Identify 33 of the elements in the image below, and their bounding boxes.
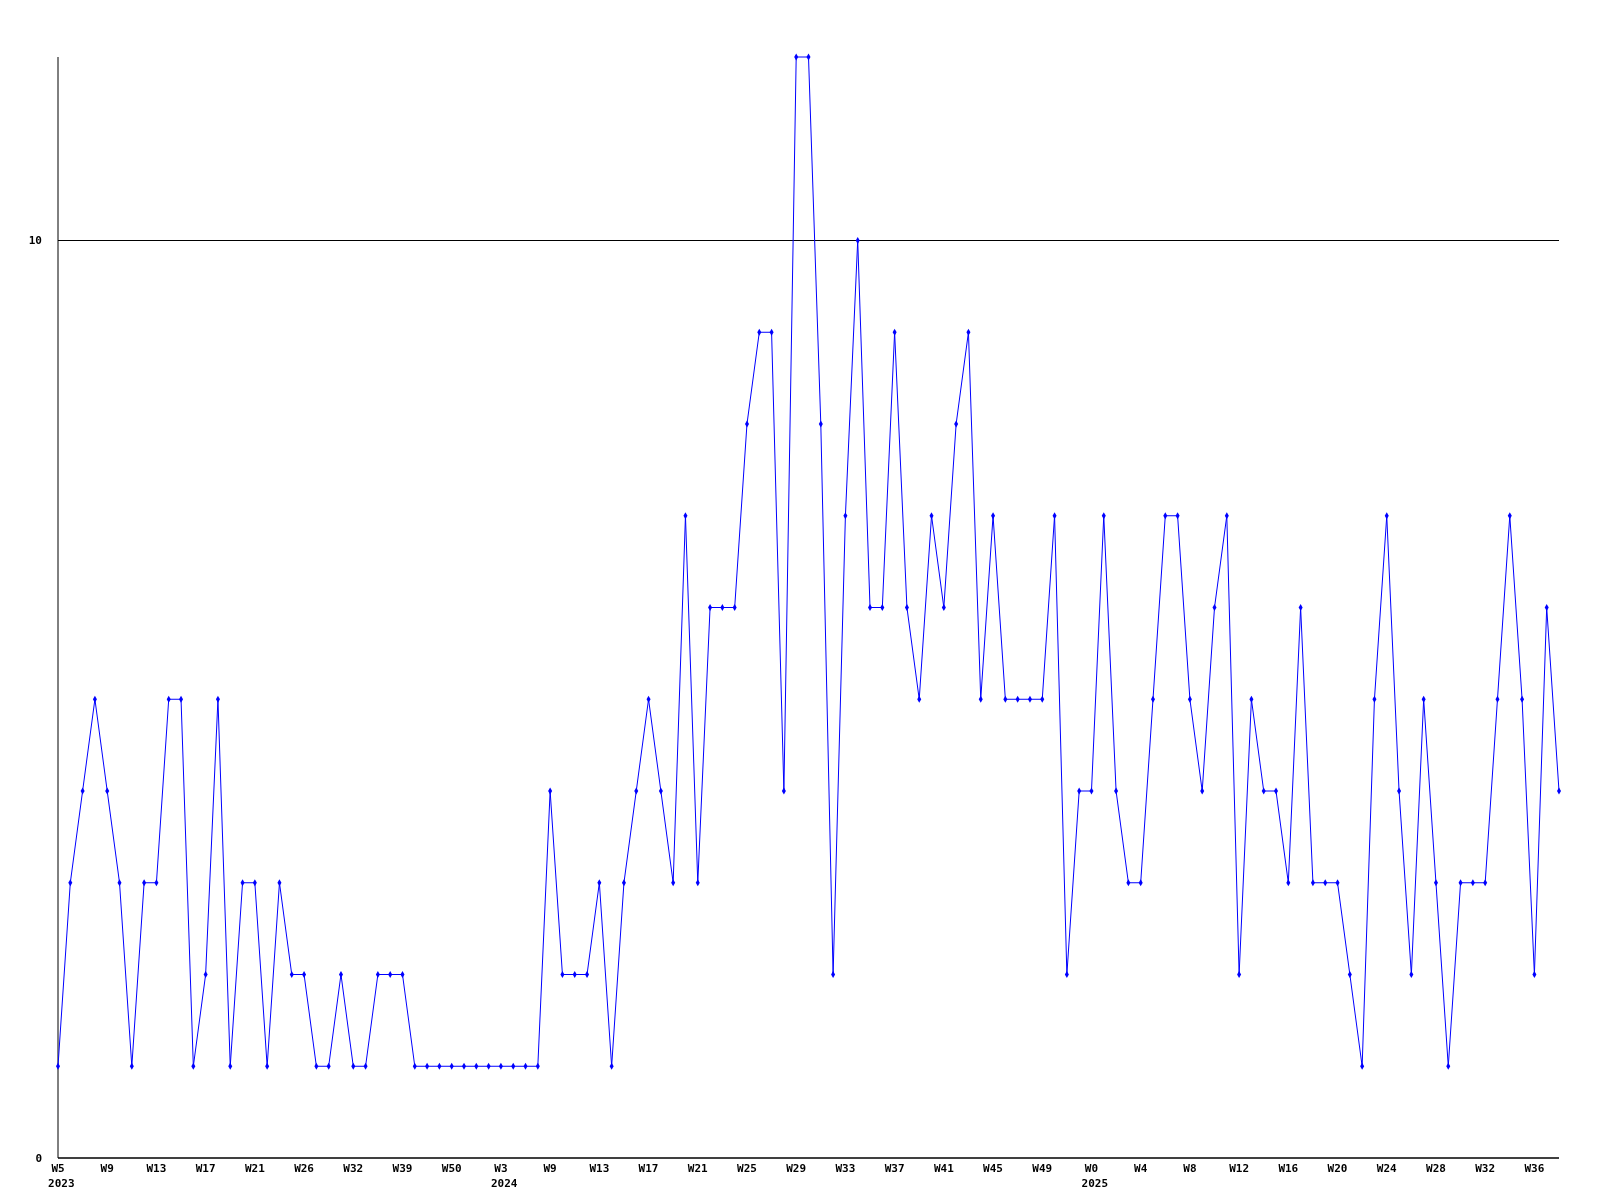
- x-tick-label: W50: [441, 1162, 462, 1175]
- x-tick-label: W32: [343, 1162, 364, 1175]
- x-tick-label: W20: [1327, 1162, 1348, 1175]
- x-tick-label: W4: [1134, 1162, 1148, 1175]
- x-tick-label: W17: [638, 1162, 659, 1175]
- x-tick-label: W28: [1426, 1162, 1446, 1175]
- x-tick-label: W26: [294, 1162, 315, 1175]
- x-tick-label: W21: [687, 1162, 709, 1175]
- x-tick-label: W25: [737, 1162, 757, 1175]
- x-tick-label: W12: [1229, 1162, 1250, 1175]
- x-tick-label: W9: [543, 1162, 557, 1175]
- y-tick-label: 10: [28, 234, 42, 248]
- x-tick-label: W49: [1032, 1162, 1053, 1175]
- x-tick-label: W32: [1475, 1162, 1496, 1175]
- x-tick-label: W9: [100, 1162, 114, 1175]
- x-tick-label: W13: [589, 1162, 610, 1175]
- x-tick-label: W13: [146, 1162, 167, 1175]
- x-tick-label: W33: [835, 1162, 856, 1175]
- y-tick-label: 0: [35, 1151, 42, 1165]
- x-tick-label: W45: [983, 1162, 1003, 1175]
- x-tick-label: W24: [1376, 1162, 1398, 1175]
- x-tick-label: W21: [244, 1162, 266, 1175]
- x-tick-label: W3 2024: [484, 1162, 518, 1190]
- x-tick-label: W16: [1278, 1162, 1299, 1175]
- x-tick-label: W8: [1183, 1162, 1197, 1175]
- x-tick-label: W41: [933, 1162, 955, 1175]
- x-tick-label: W29: [786, 1162, 807, 1175]
- x-tick-label: W17: [195, 1162, 216, 1175]
- x-tick-label: W5 2023: [41, 1162, 75, 1190]
- x-tick-label: W37: [884, 1162, 905, 1175]
- x-tick-label: W0 2025: [1074, 1162, 1109, 1190]
- x-tick-label: W36: [1524, 1162, 1545, 1175]
- x-tick-label: W39: [392, 1162, 413, 1175]
